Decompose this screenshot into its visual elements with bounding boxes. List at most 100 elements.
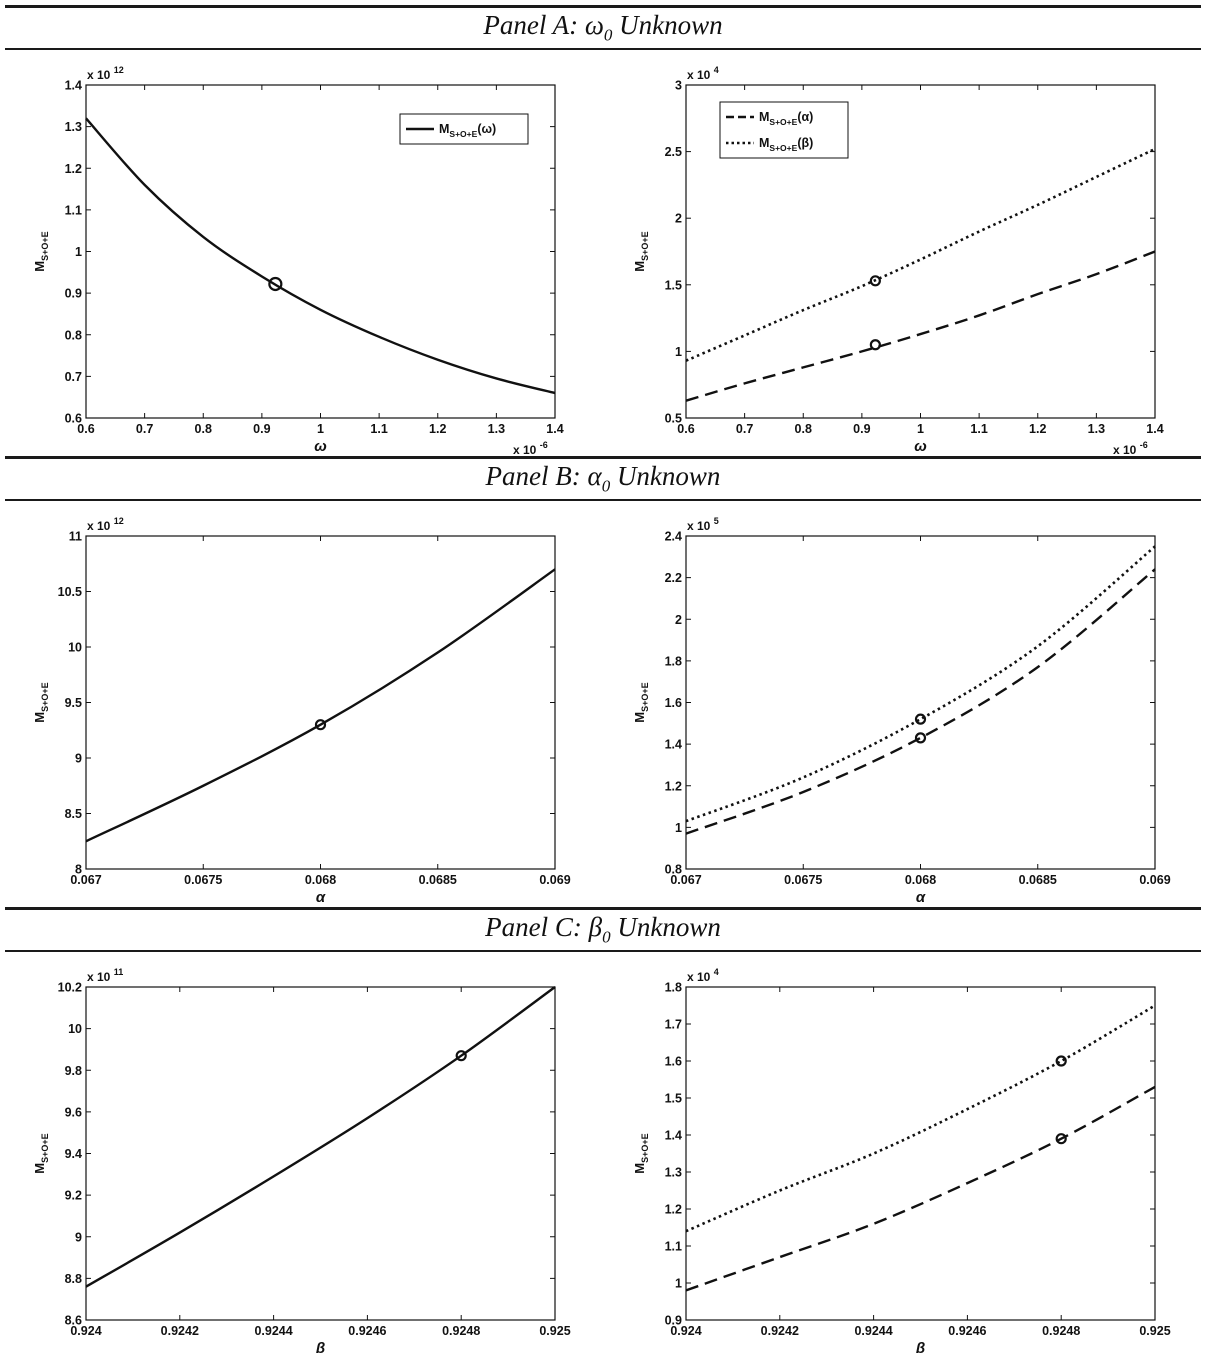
panel-a-rule [5,48,1201,50]
panel-b-top-rule [5,456,1201,459]
panel-c-top-rule [5,907,1201,910]
x-tick-label: 0.9246 [948,1324,986,1338]
x-axis-label: α [916,889,926,906]
legend-name-suffix: (α) [797,110,813,124]
y-multiplier: x 10 11 [87,967,123,984]
y-tick-label: 1.4 [65,79,82,93]
y-axis-label: MS+O+E [32,231,50,271]
series-line-dotted [685,545,1156,823]
legend: MS+O+E(α)MS+O+E(β) [719,101,849,159]
y-multiplier-exp: 4 [714,967,719,977]
marker-circle [914,713,927,725]
x-tick-label: 0.9242 [761,1324,799,1338]
y-tick-label: 2 [675,613,682,627]
x-tick-label: 1.2 [1029,422,1046,436]
y-label-sub: S+O+E [40,682,50,712]
x-tick-label: 0.8 [195,422,212,436]
x-multiplier-base: x 10 [1113,443,1140,457]
y-tick-label: 9.2 [65,1189,82,1203]
x-tick-label: 0.068 [305,873,336,887]
y-axis-label: MS+O+E [32,1133,50,1173]
legend: MS+O+E(ω) [399,113,529,145]
y-tick-label: 1.2 [665,1203,682,1217]
series-line-solid [85,117,556,395]
x-tick-label: 0.9246 [348,1324,386,1338]
y-label-main: M [32,1163,47,1174]
y-tick-label: 1 [675,821,682,835]
y-multiplier: x 10 12 [87,516,124,533]
y-multiplier-base: x 10 [87,970,114,984]
y-tick-label: 1.2 [665,779,682,793]
y-tick-label: 11 [69,530,82,544]
x-axis-label: ω [314,438,327,455]
series-line-dashed [685,250,1156,402]
x-tick-label: 0.6 [677,422,694,436]
y-label-sub: S+O+E [40,231,50,261]
x-tick-label: 0.067 [70,873,101,887]
x-tick-label: 0.0685 [1019,873,1057,887]
y-tick-label: 9 [75,752,82,766]
series-line-dotted [685,147,1156,362]
marker-circle [314,719,327,731]
panel-b-title: Panel B: α0 Unknown [485,461,721,496]
legend-name-sub: S+O+E [769,143,797,153]
x-tick-label: 1.3 [488,422,505,436]
series-line-dotted [685,1004,1156,1233]
x-tick-label: 1 [317,422,324,436]
y-axis-label: MS+O+E [632,1133,650,1173]
y-tick-label: 1.4 [665,1129,682,1143]
marker-circle [869,275,881,287]
panel-b-rule [5,499,1201,501]
y-tick-label: 1.3 [65,120,82,134]
y-tick-label: 2.2 [665,571,682,585]
x-tick-label: 0.9 [253,422,270,436]
legend-name: M [759,136,769,150]
y-tick-label: 8 [75,863,82,877]
panel-c-title: Panel C: β0 Unknown [485,912,721,947]
y-tick-label: 8.8 [65,1272,82,1286]
marker-circle [1055,1055,1067,1067]
y-multiplier-exp: 5 [714,516,719,526]
panel-c-rule [5,950,1201,952]
chart-1: 0.6 0.7 0.8 0.9 1 1.1 1.2 1.3 1.4 0.6 0.7 0.8 0.9 1 1.… [32,65,564,457]
y-label-main: M [632,712,647,723]
y-tick-label: 1.8 [665,654,682,668]
series-line-dashed [685,568,1156,835]
y-tick-label: 1.7 [665,1018,682,1032]
y-multiplier-base: x 10 [687,68,714,82]
x-axis-label: β [915,1340,925,1353]
legend-label: MS+O+E(α) [759,110,813,127]
x-multiplier-base: x 10 [513,443,540,457]
y-tick-label: 1 [75,245,82,259]
x-tick-label: 0.925 [539,1324,570,1338]
y-multiplier-base: x 10 [687,970,714,984]
y-tick-label: 10.5 [58,585,82,599]
legend-name-sub: S+O+E [449,129,477,139]
y-tick-label: 9 [75,1230,82,1244]
y-tick-label: 2 [675,212,682,226]
legend-name: M [439,122,449,136]
x-tick-label: 0.925 [1139,1324,1170,1338]
y-tick-label: 1.6 [665,696,682,710]
x-tick-label: 0.068 [905,873,936,887]
y-label-sub: S+O+E [640,682,650,712]
marker-circle [1055,1133,1067,1145]
y-tick-label: 1 [675,345,682,359]
y-multiplier: x 10 4 [687,65,719,82]
y-tick-label: 0.9 [65,287,82,301]
marker-circle [455,1050,467,1062]
y-tick-label: 1.1 [665,1240,682,1254]
plot-area [85,535,556,870]
y-label-sub: S+O+E [640,231,650,261]
legend-name: M [759,110,769,124]
y-tick-label: 1.6 [665,1055,682,1069]
marker-circle [268,276,283,292]
x-tick-label: 0.924 [70,1324,101,1338]
legend-label: MS+O+E(β) [759,136,813,153]
x-tick-label: 0.0675 [784,873,822,887]
x-tick-label: 0.069 [539,873,570,887]
y-tick-label: 2.5 [665,145,682,159]
y-multiplier-base: x 10 [87,519,114,533]
top-rule [5,5,1201,8]
